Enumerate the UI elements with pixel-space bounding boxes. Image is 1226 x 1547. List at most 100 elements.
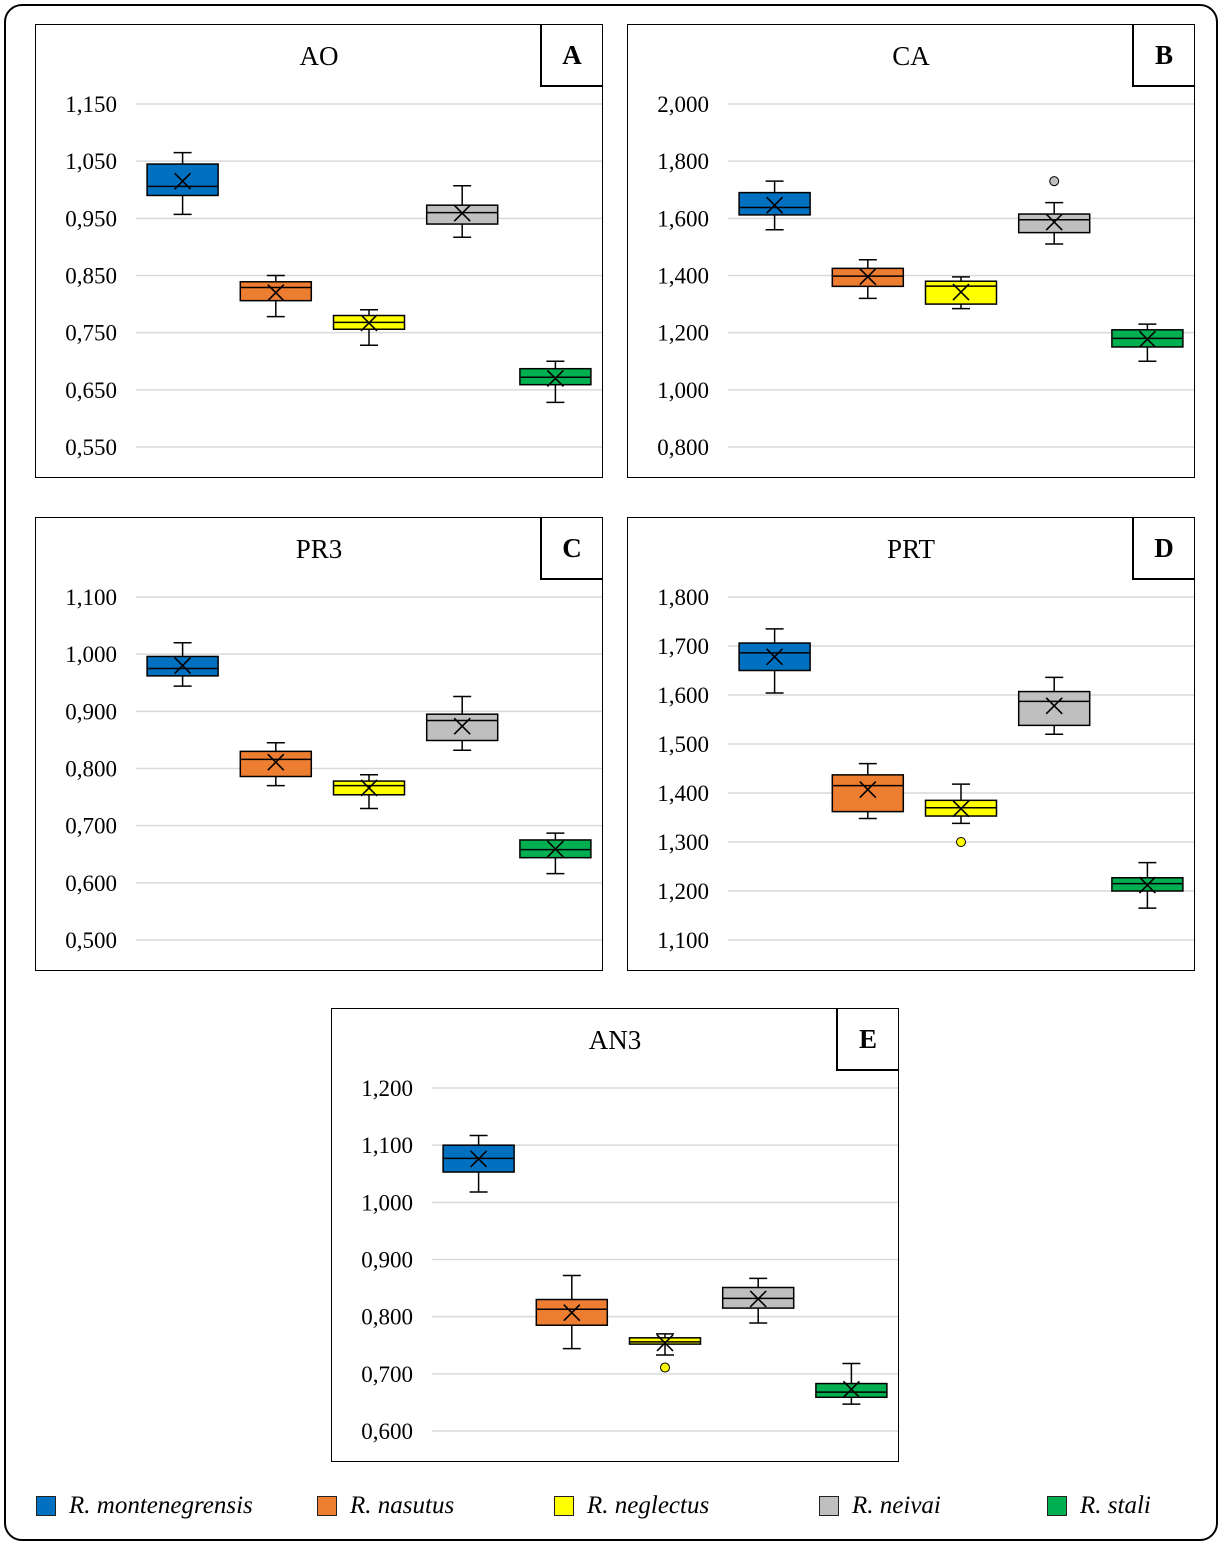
y-tick-label: 0,550 — [65, 435, 117, 460]
iqr-box — [239, 750, 313, 778]
y-tick-label: 1,100 — [657, 928, 709, 953]
chart-svg: 1,100 1,200 1,300 1,400 1,500 1,600 1,700 1,800 — [657, 585, 1194, 953]
legend-item: R. neglectus — [554, 1488, 709, 1524]
mean-marker — [1138, 876, 1156, 894]
outlier-point — [956, 837, 966, 847]
box-r--montenegrensis — [146, 151, 219, 216]
mean-marker — [470, 1150, 488, 1168]
y-tick-label: 0,700 — [65, 814, 117, 839]
legend-label: R. stali — [1080, 1492, 1151, 1519]
iqr-box — [628, 1337, 702, 1345]
iqr-box — [1017, 690, 1091, 727]
y-tick-label: 2,000 — [657, 92, 709, 117]
panel-letter: C — [540, 518, 602, 580]
panel-e: 0,600 0,700 0,800 0,900 1,000 1,100 1,200 AN3 … — [331, 1008, 899, 1462]
box-r--stali — [815, 1362, 888, 1405]
chart-title: PRT — [887, 534, 935, 564]
panel-letter: B — [1132, 25, 1194, 87]
box-r--stali — [1111, 323, 1184, 362]
mean-marker — [1045, 697, 1063, 715]
y-tick-label: 0,900 — [361, 1248, 413, 1273]
box-r--stali — [519, 360, 592, 404]
mean-marker — [453, 717, 471, 735]
box-r--nasutus — [535, 1274, 609, 1350]
y-tick-label: 1,200 — [657, 321, 709, 346]
y-tick-label: 1,050 — [65, 149, 117, 174]
y-tick-label: 1,600 — [657, 206, 709, 231]
mean-marker — [546, 840, 564, 858]
y-tick-label: 0,850 — [65, 264, 117, 289]
mean-marker — [766, 196, 784, 214]
panel-b: 0,800 1,000 1,200 1,400 1,600 1,800 2,000 CA B — [627, 24, 1195, 478]
iqr-box — [425, 713, 499, 742]
mean-marker — [766, 648, 784, 666]
box-r--neivai — [721, 1277, 795, 1324]
box-r--stali — [519, 832, 592, 875]
legend: R. montenegrensis R. nasutus R. neglectu… — [36, 1488, 1206, 1524]
mean-marker — [952, 283, 970, 301]
panel-d: 1,100 1,200 1,300 1,400 1,500 1,600 1,700 1,800… — [627, 517, 1195, 971]
iqr-box — [815, 1382, 888, 1399]
panel-letter: A — [540, 25, 602, 87]
legend-swatch — [317, 1496, 337, 1516]
panel-letter: E — [836, 1009, 898, 1071]
y-tick-label: 0,900 — [65, 699, 117, 724]
mean-marker — [453, 204, 471, 222]
legend-swatch — [1047, 1496, 1067, 1516]
iqr-box — [1017, 213, 1091, 234]
mean-marker — [842, 1380, 860, 1398]
box-r--montenegrensis — [738, 628, 811, 694]
y-tick-label: 1,200 — [657, 879, 709, 904]
outlier-point — [1049, 176, 1060, 187]
box-r--nasutus — [831, 259, 905, 300]
legend-label: R. montenegrensis — [69, 1492, 253, 1519]
y-tick-label: 0,600 — [65, 871, 117, 896]
y-tick-label: 1,800 — [657, 585, 709, 610]
box-r--neglectus — [924, 276, 998, 310]
mean-marker — [749, 1290, 767, 1308]
mean-marker — [656, 1334, 674, 1352]
y-tick-label: 1,000 — [657, 378, 709, 403]
legend-item: R. montenegrensis — [36, 1488, 253, 1524]
legend-swatch — [819, 1496, 839, 1516]
box-r--montenegrensis — [146, 641, 219, 687]
mean-marker — [859, 781, 877, 799]
y-tick-label: 1,400 — [657, 781, 709, 806]
y-tick-label: 0,650 — [65, 378, 117, 403]
chart-svg: 0,550 0,650 0,750 0,850 0,950 1,050 1,150 — [65, 92, 602, 460]
y-tick-label: 0,800 — [657, 435, 709, 460]
y-tick-label: 1,800 — [657, 149, 709, 174]
y-tick-label: 1,150 — [65, 92, 117, 117]
mean-marker — [1045, 213, 1063, 231]
box-r--neglectus — [628, 1333, 702, 1373]
legend-item: R. neivai — [819, 1488, 941, 1524]
legend-swatch — [36, 1496, 56, 1516]
panel-letter: D — [1132, 518, 1194, 580]
y-tick-label: 1,100 — [65, 585, 117, 610]
mean-marker — [174, 172, 192, 190]
panel-a: 0,550 0,650 0,750 0,850 0,950 1,050 1,150 AO A — [35, 24, 603, 478]
y-tick-label: 1,000 — [361, 1190, 413, 1215]
legend-label: R. nasutus — [350, 1492, 455, 1519]
y-tick-label: 1,400 — [657, 264, 709, 289]
y-tick-label: 1,600 — [657, 683, 709, 708]
mean-marker — [1138, 330, 1156, 348]
y-tick-label: 0,800 — [65, 757, 117, 782]
box-r--nasutus — [831, 762, 905, 820]
chart-title: AN3 — [588, 1025, 642, 1055]
legend-label: R. neivai — [852, 1492, 941, 1519]
y-tick-label: 0,700 — [361, 1362, 413, 1387]
y-tick-label: 1,100 — [361, 1133, 413, 1158]
y-tick-label: 1,000 — [65, 642, 117, 667]
y-tick-label: 0,600 — [361, 1419, 413, 1444]
chart-svg: 0,800 1,000 1,200 1,400 1,600 1,800 2,000 — [657, 92, 1194, 460]
mean-marker — [267, 753, 285, 771]
box-r--montenegrensis — [738, 180, 811, 231]
box-r--neivai — [1017, 676, 1091, 735]
box-r--neivai — [425, 184, 499, 238]
mean-marker — [952, 800, 970, 818]
outlier-point — [660, 1362, 670, 1373]
y-tick-label: 0,500 — [65, 928, 117, 953]
chart-title: PR3 — [295, 534, 343, 564]
legend-label: R. neglectus — [587, 1492, 710, 1519]
